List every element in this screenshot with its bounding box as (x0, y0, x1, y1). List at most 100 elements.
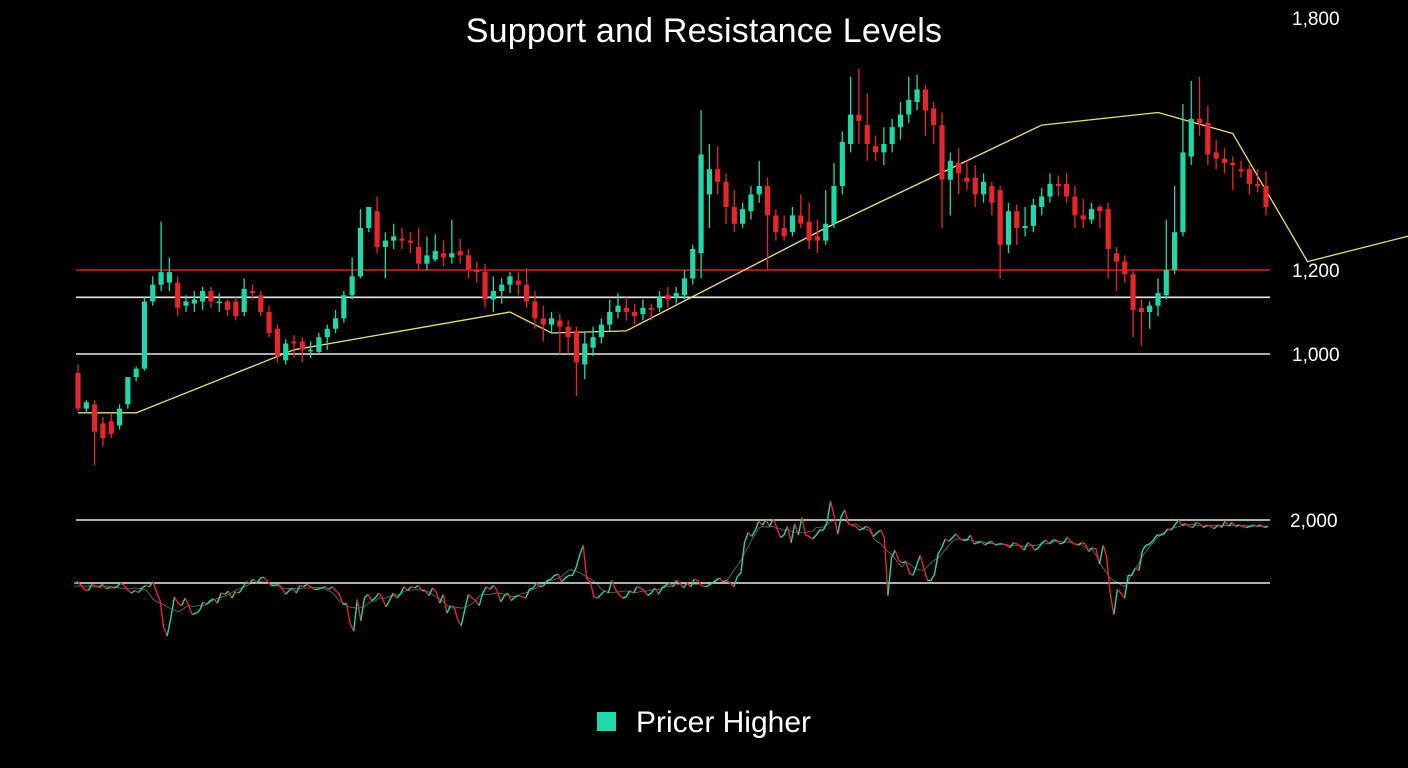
oscillator-segment-down (442, 594, 448, 614)
candle-body (499, 284, 505, 291)
candle-body (980, 181, 987, 195)
oscillator-segment-up (414, 584, 419, 589)
candle-up (690, 244, 696, 285)
candle-down (274, 324, 280, 363)
candle-body (407, 240, 413, 243)
oscillator-segment-up (768, 518, 774, 527)
candle-down (440, 240, 447, 266)
candle-body (1022, 225, 1028, 228)
oscillator-segment-down (1231, 522, 1237, 527)
candle-up (607, 299, 613, 331)
candle-body (424, 255, 430, 264)
candle-body (740, 209, 746, 224)
oscillator-segment-up (439, 594, 444, 604)
candle-up (698, 110, 704, 279)
candle-body (814, 236, 820, 241)
candle-up (183, 295, 189, 312)
candle-down (956, 148, 962, 195)
candle-up (499, 278, 505, 304)
oscillator-segment-down (765, 519, 771, 527)
candle-down (416, 228, 422, 270)
candle-down (175, 276, 181, 317)
oscillator-segment-up (1059, 537, 1068, 545)
candle-down (1064, 173, 1070, 203)
oscillator-segment-down (801, 517, 813, 540)
oscillator-segment-down (424, 590, 430, 597)
candle-body (632, 312, 638, 317)
candle-up (848, 76, 854, 153)
oscillator-segment-up (238, 581, 247, 594)
candle-body (656, 297, 663, 308)
oscillator-segment-up (1009, 542, 1014, 549)
oscillator-level-lines (76, 519, 1270, 584)
oscillator-segment-down (306, 583, 315, 590)
candle-body (856, 114, 862, 121)
oscillator-segment-up (489, 585, 495, 590)
oscillator-segment-up (1264, 525, 1269, 529)
candle-body (922, 89, 928, 111)
candle-body (507, 276, 513, 285)
candle-up (424, 236, 430, 270)
candle-body (565, 326, 571, 338)
candle-body (947, 160, 953, 180)
oscillator-segment-down (213, 598, 218, 604)
candle-body (1221, 158, 1228, 163)
candle-up (150, 276, 156, 306)
oscillator-segment-up (797, 517, 803, 536)
oscillator-segment-down (152, 581, 168, 637)
candle-body (490, 291, 496, 300)
oscillator-tick-label: 2,000 (1290, 511, 1338, 532)
candle-down (939, 112, 945, 228)
oscillator-segment-up (912, 555, 921, 576)
candle-body (1030, 204, 1036, 226)
oscillator-segment-down (1045, 539, 1050, 545)
candlestick-series (75, 68, 1269, 466)
oscillator-segment-up (995, 543, 1003, 546)
oscillator-segment-up (137, 584, 147, 593)
oscillator-segment-up (1228, 522, 1233, 527)
oscillator-segment-down (1177, 519, 1183, 526)
moving-average-layer (78, 111, 1408, 414)
candle-body (141, 301, 148, 369)
oscillator-segment-up (295, 585, 301, 594)
candle-up (1147, 301, 1153, 329)
oscillator-segment-down (1092, 547, 1101, 565)
oscillator-segment-down (263, 576, 272, 586)
candle-body (706, 169, 712, 195)
candle-body (690, 249, 696, 279)
oscillator-segment-up (192, 601, 204, 616)
candle-body (465, 255, 472, 270)
candle-body (1039, 196, 1045, 207)
candle-down (997, 186, 1003, 279)
candle-up (789, 207, 796, 237)
candle-body (524, 284, 530, 302)
candle-up (166, 257, 172, 291)
oscillator-segment-up (73, 581, 78, 585)
candle-down (1246, 165, 1252, 195)
oscillator-segment-up (406, 586, 412, 592)
oscillator-segment-down (1185, 523, 1193, 529)
price-level-lines (76, 269, 1270, 355)
oscillator-segment-down (654, 587, 660, 595)
oscillator-segment-down (1196, 521, 1205, 529)
candle-down (374, 196, 380, 254)
candle-body (698, 154, 704, 254)
candle-down (465, 249, 472, 279)
candle-up (432, 234, 438, 262)
candle-down (299, 337, 305, 363)
oscillator-segment-down (299, 584, 304, 588)
candle-up (316, 333, 322, 354)
oscillator-segment-down (772, 518, 782, 538)
candle-body (881, 144, 887, 153)
oscillator-segment-up (1170, 519, 1179, 531)
price-tick-label: 1,000 (1292, 345, 1340, 366)
candle-up (615, 293, 621, 319)
candle-body (283, 343, 289, 361)
oscillator-segment-up (371, 592, 380, 602)
candle-body (224, 301, 231, 310)
candle-body (897, 114, 904, 128)
oscillator-segment-up (271, 583, 279, 587)
oscillator-segment-up (249, 578, 254, 584)
candle-body (457, 251, 463, 256)
candle-body (906, 99, 912, 115)
